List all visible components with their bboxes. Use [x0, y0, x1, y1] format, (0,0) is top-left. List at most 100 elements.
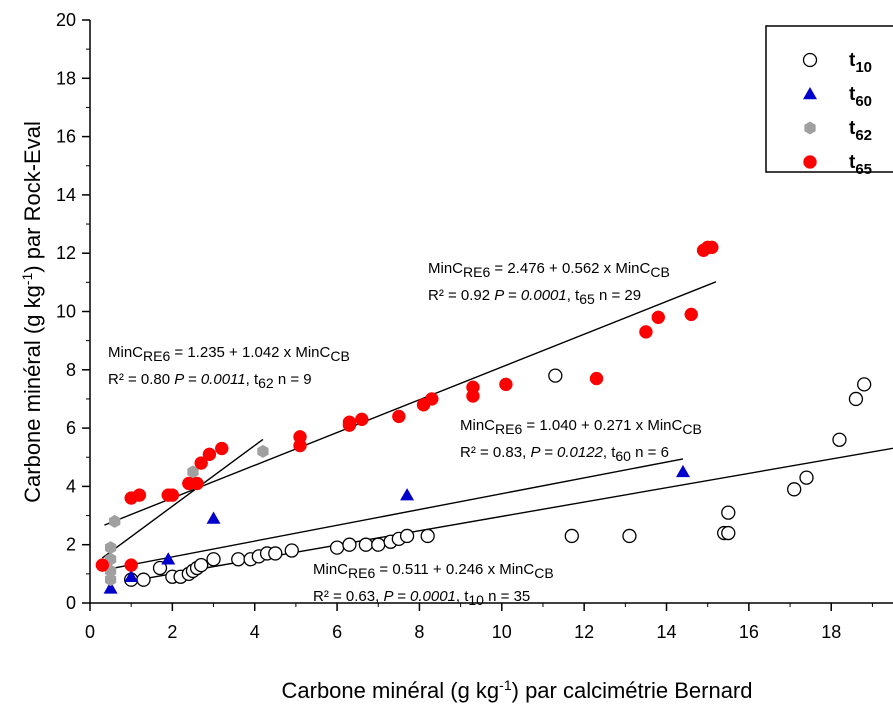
data-point-t10: [371, 537, 386, 552]
y-tick-label: 4: [66, 476, 76, 496]
x-tick-label: 4: [250, 622, 260, 642]
data-point-t65: [466, 380, 480, 395]
data-points: [95, 240, 872, 594]
data-point-t10: [721, 505, 736, 520]
data-point-t10: [832, 432, 847, 447]
data-point-t65: [132, 488, 147, 502]
data-point-t10: [152, 560, 168, 576]
x-tick-label: 16: [739, 622, 759, 642]
legend-label-t65: t65: [849, 152, 872, 178]
x-tick-label: 14: [656, 622, 676, 642]
regression-stats-t10: R² = 0.63, P = 0.0001, t10 n = 35: [313, 588, 530, 608]
data-point-t65: [215, 441, 229, 456]
data-point-t60: [675, 464, 690, 478]
y-axis-title: Carbone minéral (g kg-1) par Rock-Eval: [19, 121, 45, 503]
y-tick-label: 6: [66, 418, 76, 438]
regression-line-t65: [104, 281, 717, 526]
series-t10: [124, 368, 872, 587]
data-point-t62: [187, 465, 199, 479]
data-point-t65: [124, 558, 138, 572]
data-point-t60: [161, 552, 176, 565]
data-point-t10: [194, 557, 209, 573]
data-point-t65: [342, 415, 357, 430]
data-point-t10: [721, 525, 736, 541]
data-point-t10: [548, 368, 563, 383]
data-point-t10: [787, 482, 802, 497]
x-tick-label: 10: [492, 622, 512, 642]
regression-stats-t60: R² = 0.83, P = 0.0122, t60 n = 6: [460, 444, 669, 464]
y-tick-label: 12: [56, 243, 76, 263]
data-point-t10: [268, 546, 283, 561]
legend: t10 t60 t62 t65: [765, 25, 893, 178]
y-tick-label: 20: [56, 10, 76, 30]
y-tick-label: 0: [66, 593, 76, 613]
x-tick-label: 0: [85, 622, 95, 642]
y-tick-label: 2: [66, 535, 76, 555]
data-point-t10: [857, 377, 872, 392]
regression-stats-t65: R² = 0.92 P = 0.0001, t65 n = 29: [428, 287, 641, 307]
x-axis-title: Carbone minéral (g kg-1) par calcimétrie…: [282, 677, 753, 703]
data-point-t62: [104, 573, 117, 587]
legend-label-t62: t62: [849, 118, 872, 144]
axes: 0 2 4 6 8 10 12 14 16 18 20 0 2 4 6 8 10 12 14 16 18: [56, 10, 893, 642]
data-point-t65: [355, 412, 369, 427]
data-point-t62: [257, 444, 269, 458]
data-point-t10: [284, 543, 299, 558]
data-point-t10: [564, 528, 579, 544]
series-t65: [95, 240, 719, 572]
data-point-t62: [109, 514, 121, 528]
data-point-t10: [342, 537, 357, 552]
data-point-t10: [848, 391, 864, 407]
data-point-t60: [400, 488, 415, 501]
data-point-t65: [202, 447, 217, 462]
data-point-t65: [165, 488, 180, 502]
x-tick-label: 2: [167, 622, 177, 642]
data-point-t60: [103, 581, 118, 594]
legend-label-t60: t60: [849, 84, 872, 110]
data-point-t10: [799, 470, 814, 485]
x-tick-label: 12: [574, 622, 594, 642]
data-point-t60: [206, 511, 221, 524]
data-point-t65: [651, 310, 666, 325]
series-t60: [103, 464, 690, 594]
regression-equation-t10: MinCRE6 = 0.511 + 0.246 x MinCCB: [313, 561, 554, 581]
data-point-t10: [399, 528, 415, 544]
regression-equation-t62: MinCRE6 = 1.235 + 1.042 x MinCCB: [108, 344, 350, 364]
regression-equation-t60: MinCRE6 = 1.040 + 0.271 x MinCCB: [460, 417, 702, 437]
legend-marker-t62: [804, 121, 816, 135]
data-point-t65: [684, 307, 698, 322]
regression-annotations: MinCRE6 = 2.476 + 0.562 x MinCCB R² = 0.9…: [108, 260, 702, 608]
regression-equation-t65: MinCRE6 = 2.476 + 0.562 x MinCCB: [428, 260, 670, 280]
x-tick-label: 8: [414, 622, 424, 642]
data-point-t10: [329, 540, 345, 555]
data-point-t10: [622, 528, 637, 544]
data-point-t60: [124, 569, 139, 583]
regression-line-t62: [101, 438, 264, 559]
legend-box: [765, 25, 893, 173]
data-point-t65: [499, 377, 513, 392]
data-point-t62: [104, 541, 117, 555]
data-point-t65: [95, 558, 110, 572]
legend-marker-t65: [803, 155, 817, 169]
data-point-t65: [392, 409, 406, 424]
x-tick-label: 6: [332, 622, 342, 642]
data-point-t10: [206, 552, 221, 567]
data-point-t65: [293, 430, 307, 444]
data-point-t10: [358, 537, 374, 552]
series-t62: [104, 444, 269, 587]
regression-line-t60: [110, 458, 684, 570]
y-tick-label: 10: [56, 302, 76, 322]
data-point-t10: [231, 552, 246, 567]
axis-titles: Carbone minéral (g kg-1) par calcimétrie…: [19, 121, 753, 703]
data-point-t65: [194, 456, 208, 470]
legend-marker-t10: [802, 52, 818, 68]
y-tick-label: 18: [56, 68, 76, 88]
data-point-t10: [136, 572, 151, 587]
x-tick-label: 18: [821, 622, 841, 642]
data-point-t65: [589, 371, 604, 386]
data-point-t65: [425, 392, 439, 406]
data-point-t65: [639, 325, 653, 339]
data-point-t65: [705, 240, 719, 255]
legend-label-t10: t10: [849, 50, 872, 76]
